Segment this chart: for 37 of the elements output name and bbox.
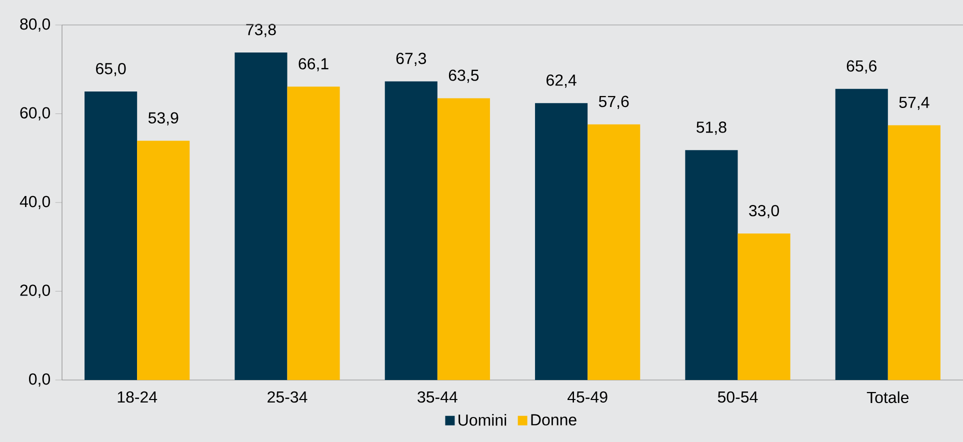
data-label: 67,3 [396, 52, 426, 66]
data-label: 66,1 [298, 58, 328, 72]
bar [588, 124, 640, 380]
y-tick-label: 40,0 [20, 196, 50, 210]
data-label: 57,4 [899, 96, 930, 110]
x-tick-label: 35-44 [418, 391, 458, 403]
bar [137, 140, 190, 380]
bar [738, 234, 790, 380]
bar [234, 52, 288, 380]
data-label: 33,0 [749, 204, 779, 218]
bar [84, 92, 138, 380]
x-tick-label: 18-24 [118, 391, 158, 403]
data-label: 51,8 [696, 122, 726, 135]
y-tick-label: 0,0 [29, 373, 50, 387]
data-label: 65,0 [96, 62, 126, 76]
bar [888, 125, 940, 380]
bar [287, 86, 340, 380]
x-tick-label: 45-49 [568, 391, 608, 403]
data-label: 65,6 [846, 60, 876, 74]
x-tick-label: 50-54 [718, 391, 758, 403]
bar [835, 88, 888, 380]
legend-label: Donne [531, 414, 576, 426]
bar [437, 98, 490, 380]
bar [685, 150, 738, 380]
data-label: 57,6 [598, 96, 629, 110]
y-tick-label: 80,0 [20, 18, 50, 32]
y-tick-label: 60,0 [20, 107, 50, 120]
legend-label: Uomini [458, 414, 506, 426]
data-label: 53,9 [148, 112, 178, 126]
x-tick-label: 25-34 [268, 391, 308, 403]
data-label: 62,4 [546, 74, 576, 88]
x-tick-label: Totale [866, 391, 909, 404]
data-label: 73,8 [246, 24, 276, 38]
data-label: 63,5 [448, 70, 479, 83]
y-tick-label: 20,0 [20, 284, 50, 298]
bar [535, 103, 588, 380]
bar [384, 81, 438, 380]
